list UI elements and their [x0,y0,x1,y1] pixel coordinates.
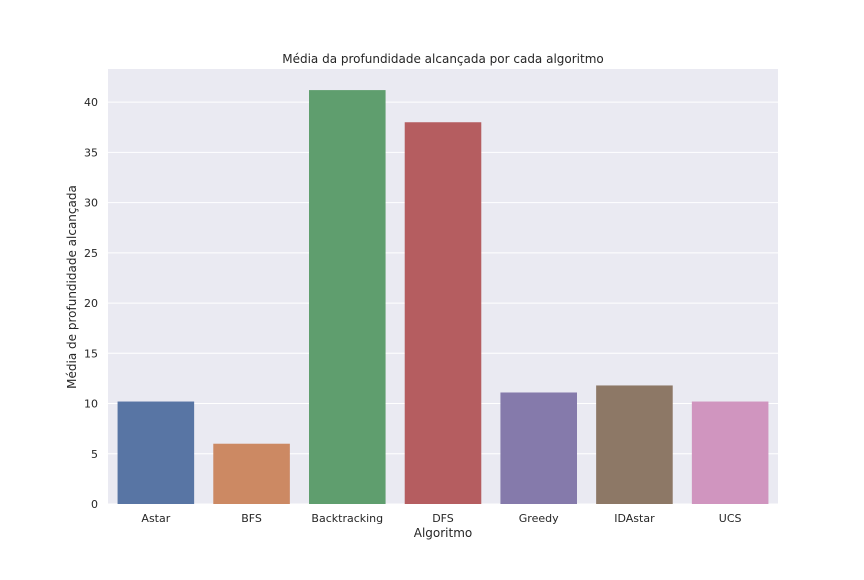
y-tick-label: 0 [91,498,98,511]
bar-bfs [213,443,290,504]
x-tick-label: BFS [241,512,262,525]
x-tick-label: Backtracking [311,512,383,525]
y-tick-label: 15 [84,347,98,360]
x-axis-label: Algoritmo [414,526,473,540]
x-tick-label: Greedy [519,512,559,525]
bar-astar [117,401,195,504]
y-tick-label: 25 [84,247,98,260]
x-tick-label: UCS [719,512,742,525]
y-tick-label: 10 [84,398,98,411]
y-tick-label: 20 [84,297,98,310]
bar-idastar [596,385,673,504]
x-tick-label: IDAstar [614,512,655,525]
y-axis-label: Média de profundidade alcançada [65,185,79,389]
y-tick-label: 30 [84,197,98,210]
bars [117,90,769,505]
chart-title: Média da profundidade alcançada por cada… [282,52,604,66]
y-tick-label: 5 [91,448,98,461]
bar-ucs [691,401,769,504]
bar-backtracking [309,90,386,505]
x-tick-label: Astar [141,512,170,525]
bar-dfs [404,122,482,504]
x-tick-label: DFS [432,512,454,525]
y-tick-label: 35 [84,146,98,159]
bar-greedy [500,392,577,504]
x-tick-labels: Astar BFS Backtracking DFS Greedy IDAstar UCS [141,512,741,525]
y-tick-labels: 0 5 10 15 20 25 30 35 40 [84,96,98,511]
y-tick-label: 40 [84,96,98,109]
